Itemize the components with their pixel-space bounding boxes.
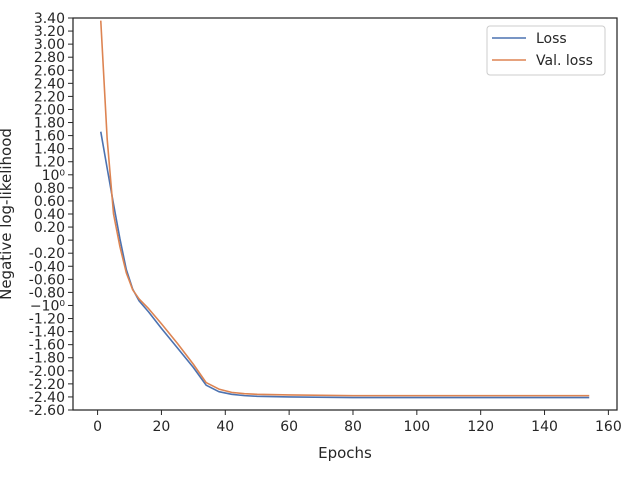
- y-tick-label: 3.00: [34, 37, 65, 53]
- series-line-1: [99, 20, 590, 397]
- plot-lines: [99, 20, 590, 399]
- y-tick-label: 2.00: [34, 102, 65, 118]
- y-tick-label: −10⁰: [30, 298, 66, 314]
- y-axis: 3.403.203.002.802.602.402.202.001.801.60…: [29, 11, 73, 419]
- y-tick-label: 2.60: [34, 63, 65, 79]
- x-tick-label: 100: [403, 419, 430, 435]
- y-axis-title: Negative log-likelihood: [0, 128, 15, 300]
- y-tick-label: 2.20: [34, 89, 65, 105]
- y-tick-label: 1.80: [34, 116, 65, 132]
- y-tick-label: 0: [56, 233, 65, 249]
- y-tick-label: 0.80: [34, 181, 65, 197]
- y-tick-label: 1.20: [34, 155, 65, 171]
- x-tick-label: 120: [467, 419, 494, 435]
- y-tick-label: 1.60: [34, 129, 65, 145]
- x-tick-label: 160: [595, 419, 622, 435]
- y-tick-label: -0.40: [29, 259, 65, 275]
- x-tick-label: 20: [153, 419, 171, 435]
- x-tick-label: 40: [216, 419, 234, 435]
- y-tick-label: 0.40: [34, 207, 65, 223]
- x-axis: 0 20 40 60 80 100 120 140 160: [93, 410, 622, 435]
- y-tick-label: -2.60: [29, 403, 65, 419]
- x-tick-label: 0: [93, 419, 102, 435]
- y-tick-label: -1.80: [29, 351, 65, 367]
- plot-frame: [72, 17, 618, 411]
- y-tick-label: -2.40: [29, 390, 65, 406]
- y-tick-label: -0.80: [29, 285, 65, 301]
- y-tick-label: 2.80: [34, 50, 65, 66]
- y-tick-label: -2.20: [29, 377, 65, 393]
- legend: Loss Val. loss: [486, 25, 606, 76]
- y-tick-label: 3.40: [34, 11, 65, 27]
- x-axis-title: Epochs: [318, 444, 372, 462]
- y-tick-label: 0.20: [34, 220, 65, 236]
- series-line-0: [99, 131, 590, 399]
- y-tick-label: -1.20: [29, 312, 65, 328]
- x-tick-label: 60: [280, 419, 298, 435]
- y-tick-label: 0.60: [34, 194, 65, 210]
- y-tick-label: 2.40: [34, 76, 65, 92]
- y-tick-label: 10⁰: [42, 168, 66, 184]
- x-tick-label: 140: [531, 419, 558, 435]
- y-tick-label: -2.00: [29, 364, 65, 380]
- y-tick-label: 1.40: [34, 142, 65, 158]
- y-tick-label: -0.20: [29, 246, 65, 262]
- x-tick-label: 80: [344, 419, 362, 435]
- y-tick-label: -0.60: [29, 272, 65, 288]
- legend-label-0: Loss: [536, 31, 567, 47]
- y-tick-label: 3.20: [34, 24, 65, 40]
- y-tick-label: -1.40: [29, 325, 65, 341]
- y-tick-label: -1.60: [29, 338, 65, 354]
- legend-label-1: Val. loss: [536, 53, 593, 69]
